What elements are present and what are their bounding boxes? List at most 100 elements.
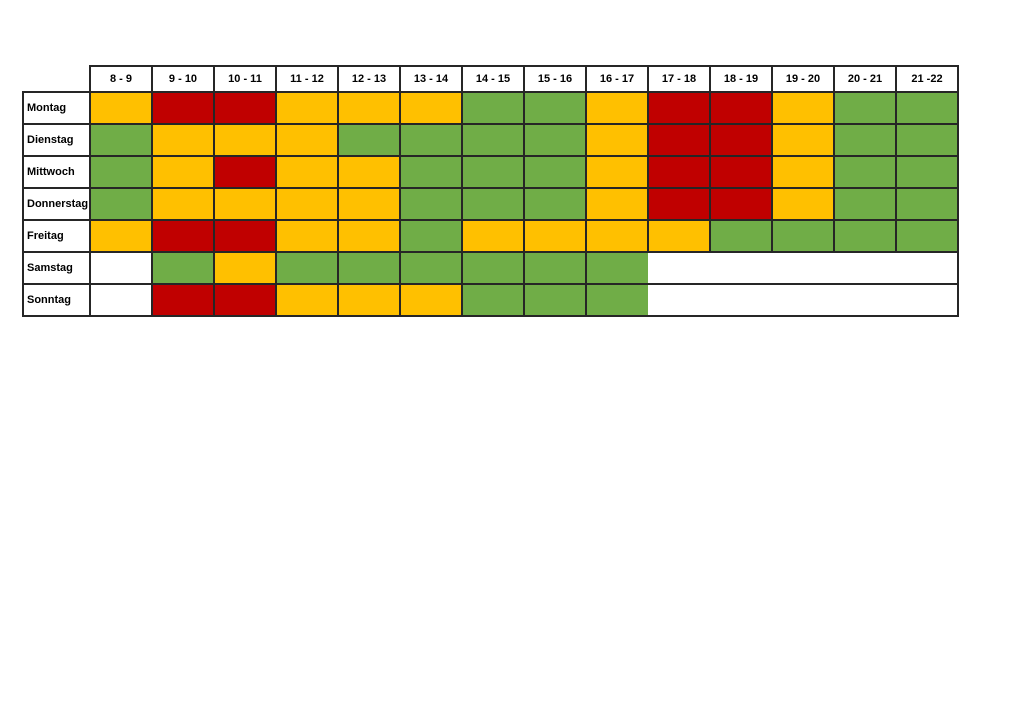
schedule-cell — [585, 187, 649, 221]
table-row: Samstag — [22, 251, 959, 285]
row-label-montag: Montag — [22, 91, 91, 125]
schedule-cell — [399, 155, 463, 189]
schedule-cell — [213, 155, 277, 189]
schedule-cell — [461, 251, 525, 285]
row-label-mittwoch: Mittwoch — [22, 155, 91, 189]
row-label-sonntag: Sonntag — [22, 283, 91, 317]
schedule-cell — [337, 219, 401, 253]
schedule-cell — [523, 251, 587, 285]
schedule-cell — [771, 219, 835, 253]
schedule-cell — [399, 251, 463, 285]
schedule-cell — [523, 123, 587, 157]
schedule-cell — [275, 155, 339, 189]
schedule-cell — [213, 123, 277, 157]
schedule-cell — [709, 219, 773, 253]
schedule-cell — [89, 123, 153, 157]
row-label-samstag: Samstag — [22, 251, 91, 285]
schedule-cell — [151, 187, 215, 221]
schedule-cell — [275, 219, 339, 253]
table-row: Sonntag — [22, 283, 959, 317]
row-label-freitag: Freitag — [22, 219, 91, 253]
schedule-cell — [585, 91, 649, 125]
schedule-cell — [151, 91, 215, 125]
schedule-cell — [151, 219, 215, 253]
schedule-cell — [213, 283, 277, 317]
schedule-cell — [647, 187, 711, 221]
schedule-cell — [895, 187, 959, 221]
row-label-dienstag: Dienstag — [22, 123, 91, 157]
schedule-cell — [89, 155, 153, 189]
schedule-cell — [213, 91, 277, 125]
col-header-9: 17 - 18 — [647, 65, 711, 93]
col-header-0: 8 - 9 — [89, 65, 153, 93]
schedule-cell — [709, 123, 773, 157]
schedule-cell — [275, 123, 339, 157]
schedule-cell — [151, 283, 215, 317]
schedule-cell — [337, 283, 401, 317]
schedule-cell — [151, 251, 215, 285]
col-header-5: 13 - 14 — [399, 65, 463, 93]
row-label-donnerstag: Donnerstag — [22, 187, 91, 221]
schedule-cell — [275, 251, 339, 285]
merged-empty-cell — [648, 283, 959, 317]
schedule-cell — [89, 187, 153, 221]
schedule-cell — [523, 219, 587, 253]
corner-cell-blank — [23, 66, 90, 92]
schedule-cell — [709, 155, 773, 189]
schedule-cell — [275, 91, 339, 125]
table-row: Mittwoch — [22, 155, 959, 189]
schedule-cell — [461, 91, 525, 125]
col-header-12: 20 - 21 — [833, 65, 897, 93]
col-header-13: 21 -22 — [895, 65, 959, 93]
schedule-cell — [275, 283, 339, 317]
schedule-cell — [89, 251, 153, 285]
schedule-cell — [337, 91, 401, 125]
schedule-cell — [399, 219, 463, 253]
table-row: Montag — [22, 91, 959, 125]
schedule-cell — [337, 187, 401, 221]
schedule-cell — [771, 187, 835, 221]
schedule-cell — [337, 155, 401, 189]
schedule-cell — [895, 91, 959, 125]
schedule-cell — [647, 155, 711, 189]
schedule-cell — [275, 187, 339, 221]
col-header-7: 15 - 16 — [523, 65, 587, 93]
table-row: Dienstag — [22, 123, 959, 157]
schedule-cell — [771, 123, 835, 157]
schedule-cell — [771, 91, 835, 125]
schedule-cell — [647, 219, 711, 253]
schedule-cell — [399, 91, 463, 125]
schedule-cell — [585, 219, 649, 253]
schedule-cell — [833, 219, 897, 253]
schedule-cell — [461, 219, 525, 253]
table-row: Freitag — [22, 219, 959, 253]
schedule-cell — [213, 219, 277, 253]
merged-empty-cell — [648, 251, 959, 285]
schedule-cell — [709, 91, 773, 125]
schedule-cell — [895, 155, 959, 189]
schedule-cell — [523, 187, 587, 221]
schedule-cell — [833, 123, 897, 157]
schedule-cell — [399, 187, 463, 221]
table-row: Donnerstag — [22, 187, 959, 221]
schedule-cell — [89, 91, 153, 125]
schedule-cell — [337, 123, 401, 157]
schedule-cell — [523, 283, 587, 317]
schedule-cell — [399, 283, 463, 317]
schedule-cell — [461, 187, 525, 221]
schedule-cell — [833, 155, 897, 189]
schedule-cell — [585, 123, 649, 157]
schedule-cell — [213, 187, 277, 221]
schedule-cell — [585, 251, 649, 285]
schedule-cell — [399, 123, 463, 157]
schedule-cell — [213, 251, 277, 285]
schedule-cell — [895, 123, 959, 157]
col-header-2: 10 - 11 — [213, 65, 277, 93]
schedule-cell — [89, 283, 153, 317]
schedule-cell — [151, 155, 215, 189]
schedule-cell — [89, 219, 153, 253]
col-header-4: 12 - 13 — [337, 65, 401, 93]
schedule-cell — [585, 283, 649, 317]
schedule-cell — [771, 155, 835, 189]
